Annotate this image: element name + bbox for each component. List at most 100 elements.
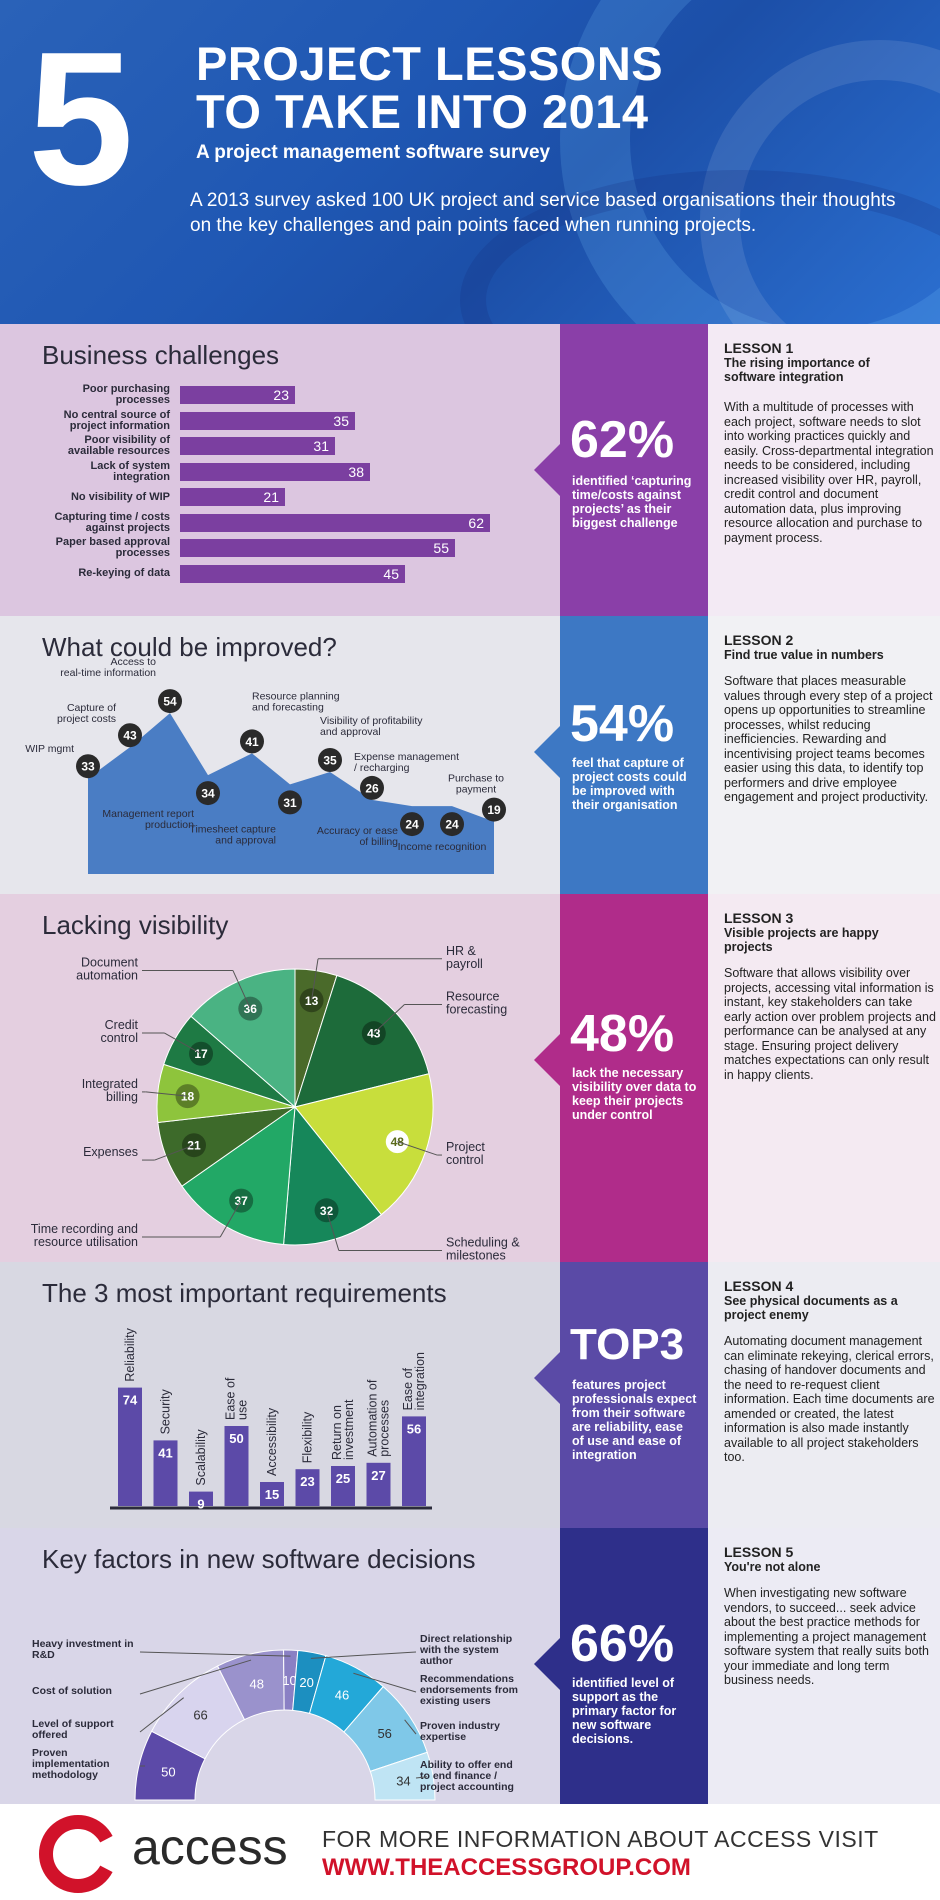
lesson-title: You're not alone — [724, 1560, 821, 1574]
bar — [224, 1426, 249, 1506]
donut-category-label: Recommendations — [420, 1673, 514, 1685]
lesson-number: LESSON 2 — [724, 632, 794, 648]
stat-percent: 48% — [570, 1005, 675, 1063]
pie-category-label: control — [100, 1031, 138, 1045]
pie-category-label: milestones — [446, 1248, 506, 1262]
bar-value-label: 35 — [333, 412, 349, 429]
bar-category-label: Flexibility — [301, 1411, 315, 1463]
donut-segment — [369, 1751, 436, 1801]
lesson-number: LESSON 1 — [724, 340, 794, 356]
page-subtitle: A project management software survey — [196, 142, 551, 163]
pie-category-label: Resource — [446, 989, 500, 1003]
data-point-marker — [240, 729, 264, 754]
stat-percent: 66% — [570, 1615, 675, 1673]
bar-value-label: 38 — [348, 463, 364, 480]
data-point-marker — [318, 748, 342, 772]
section-chart-panel: Business challenges Poor purchasing proc… — [0, 324, 560, 616]
pie-category-label: payroll — [446, 957, 483, 971]
data-point-category-label: Visibility of profitability — [320, 715, 423, 727]
access-logo-text: access — [132, 1819, 288, 1875]
bar-category-label: Return on — [330, 1405, 344, 1460]
donut-value-label: 48 — [249, 1676, 263, 1691]
bar-value-label: 74 — [123, 1393, 138, 1408]
lesson-number: LESSON 4 — [724, 1278, 794, 1294]
stat-description: lack the necessary visibility over data … — [572, 1066, 697, 1122]
bar — [180, 437, 335, 455]
donut-leader-line — [139, 1651, 291, 1657]
bar-category-label: No visibility of WIP — [70, 490, 170, 503]
donut-category-label: Proven — [32, 1747, 68, 1759]
data-point-marker — [400, 812, 424, 837]
lesson-title: The rising importance of software integr… — [724, 356, 870, 384]
pie-value-marker — [229, 1188, 254, 1213]
section-chart-panel: Key factors in new software decisions 50… — [0, 1528, 560, 1804]
bar — [118, 1387, 142, 1506]
page-intro: A 2013 survey asked 100 UK project and s… — [190, 190, 896, 236]
bar — [180, 386, 295, 404]
donut-category-label: Proven industry — [420, 1720, 500, 1732]
lesson-body: Automating document management can elimi… — [724, 1334, 935, 1464]
data-point-category-label: real-time information — [60, 667, 156, 679]
data-point-category-label: payment — [456, 784, 496, 796]
data-point-category-label: and approval — [215, 834, 276, 846]
bar-value-label: 25 — [336, 1471, 350, 1486]
section-title: Lacking visibility — [42, 910, 229, 940]
section-stat-panel: 54% feel that capture of project costs c… — [534, 616, 708, 894]
pie-category-label: control — [446, 1153, 484, 1167]
bar-category-label: Ease of — [401, 1367, 415, 1410]
pie-leader-line — [164, 1032, 202, 1055]
data-point-value: 31 — [283, 796, 297, 810]
pie-category-label: Project — [446, 1140, 485, 1154]
footer-website-link[interactable]: WWW.THEACCESSGROUP.COM — [322, 1854, 691, 1881]
stat-description: identified level of support as the prima… — [572, 1676, 677, 1746]
donut-category-label: R&D — [32, 1649, 55, 1661]
section-stat-panel: 66% identified level of support as the p… — [534, 1528, 708, 1804]
data-point-category-label: Timesheet capture — [189, 823, 276, 835]
bar-category-label: Reliability — [123, 1327, 137, 1381]
donut-leader-line — [353, 1672, 417, 1693]
donut-value-label: 66 — [193, 1708, 207, 1723]
pie-leader-line — [232, 970, 251, 1009]
lesson-body: Software that places measurable values t… — [724, 674, 933, 804]
donut-category-label: Cost of solution — [32, 1685, 112, 1697]
section-important-requirements: The 3 most important requirements 74 Reli… — [0, 1262, 940, 1528]
bar-value-label: 9 — [197, 1497, 204, 1512]
lesson-panel: LESSON 2 Find true value in numbers Soft… — [708, 616, 940, 894]
section-what-could-be-improved: What could be improved? 33 WIP mgmt 43 Capt… — [0, 616, 940, 894]
data-point-category-label: project costs — [57, 713, 116, 725]
stat-notch — [534, 444, 560, 496]
page-title-line1: PROJECT LESSONS — [196, 37, 664, 90]
pie-value-marker — [181, 1133, 206, 1158]
donut-category-label: with the system — [419, 1644, 499, 1656]
key-factors-half-donut-chart: 50 66 48 10 20 46 56 34 Provenimplementationmeth… — [32, 1633, 518, 1801]
donut-leader-line — [415, 1776, 428, 1779]
donut-category-label: offered — [32, 1729, 68, 1741]
pie-category-label: Document — [81, 955, 138, 969]
pie-category-label: Expenses — [83, 1145, 138, 1159]
bar — [180, 411, 355, 430]
bar-category-label: Ease of — [224, 1377, 238, 1420]
donut-category-label: Direct relationship — [420, 1633, 512, 1645]
donut-category-label: author — [420, 1655, 453, 1667]
stat-notch — [534, 1352, 560, 1404]
donut-value-label: 50 — [161, 1765, 175, 1780]
data-point-marker — [118, 723, 142, 748]
bar-category-label: Security — [159, 1388, 173, 1434]
section-chart-panel: The 3 most important requirements 74 Reli… — [0, 1262, 560, 1528]
pie-category-label: Time recording and — [31, 1222, 138, 1236]
donut-category-label: Ability to offer end — [420, 1759, 513, 1771]
bar — [331, 1466, 355, 1506]
stat-description: feel that capture of project costs could… — [572, 756, 687, 812]
bar — [180, 513, 490, 532]
bar — [180, 488, 285, 506]
stat-percent: 54% — [570, 695, 675, 753]
data-point-value: 41 — [245, 735, 259, 749]
pie-category-label: Integrated — [82, 1077, 138, 1091]
data-point-category-label: Accuracy or ease — [317, 825, 398, 837]
footer-info-text: FOR MORE INFORMATION ABOUT ACCESS VISIT — [322, 1826, 879, 1852]
bar-value-label: 50 — [229, 1431, 243, 1446]
stat-description: features project professionals expect fr… — [572, 1378, 697, 1462]
section-key-factors: Key factors in new software decisions 50… — [0, 1528, 940, 1804]
donut-category-label: to end finance / — [420, 1770, 497, 1782]
bar — [180, 564, 405, 583]
